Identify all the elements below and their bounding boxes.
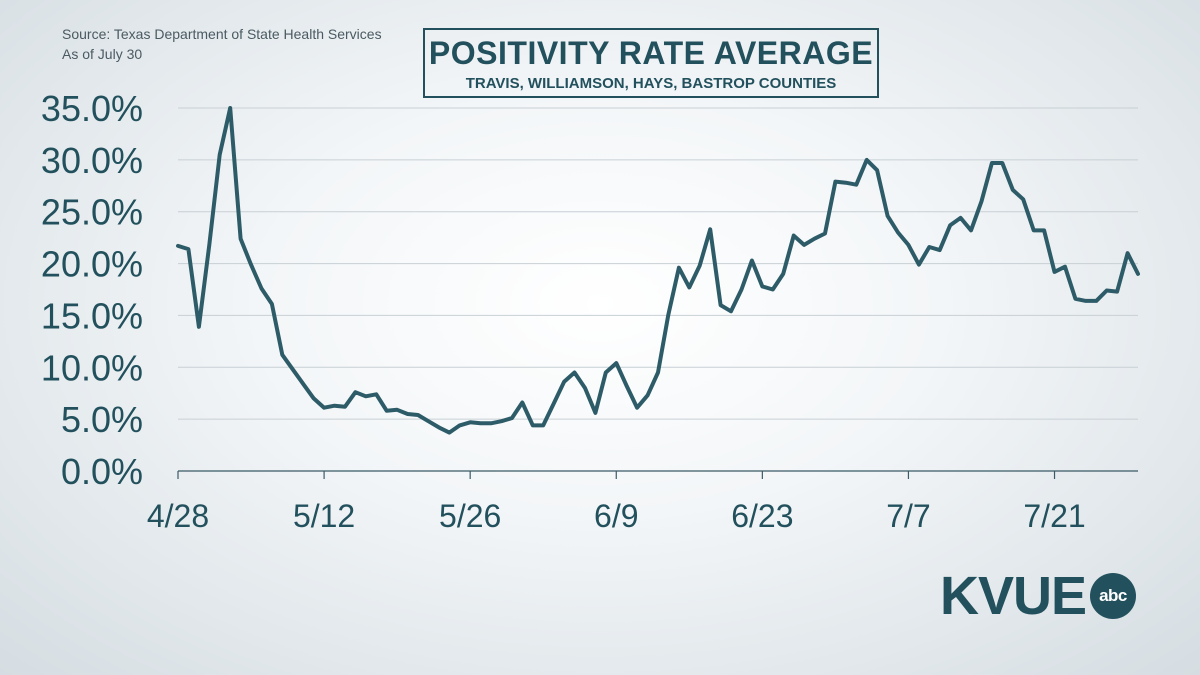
y-tick-label: 5.0% <box>61 399 143 440</box>
x-tick-label: 6/23 <box>731 498 793 534</box>
y-axis-labels: 0.0% 5.0% 10.0% 15.0% 20.0% 25.0% 30.0% 35.0% <box>41 88 143 492</box>
x-tick-label: 6/9 <box>594 498 638 534</box>
as-of-line: As of July 30 <box>62 46 143 62</box>
grid-lines <box>178 107 1138 420</box>
source-line: Source: Texas Department of State Health… <box>62 26 382 42</box>
x-axis-labels: 4/28 5/12 5/26 6/9 6/23 7/7 7/21 <box>147 498 1086 534</box>
chart-subtitle: TRAVIS, WILLIAMSON, HAYS, BASTROP COUNTI… <box>465 75 837 92</box>
chart-title: POSITIVITY RATE AVERAGE <box>428 35 874 71</box>
x-axis <box>177 470 1138 479</box>
positivity-series-line <box>176 106 1140 435</box>
x-tick-label: 5/12 <box>293 498 355 534</box>
y-tick-label: 10.0% <box>41 347 143 388</box>
source-note: Source: Texas Department of State Health… <box>62 24 382 64</box>
abc-badge: abc <box>1090 573 1136 619</box>
y-tick-label: 15.0% <box>41 295 143 336</box>
x-tick-label: 4/28 <box>147 498 209 534</box>
y-tick-label: 35.0% <box>41 88 143 129</box>
x-tick-label: 5/26 <box>439 498 501 534</box>
y-tick-label: 20.0% <box>41 244 143 285</box>
x-tick-label: 7/21 <box>1023 498 1085 534</box>
kvue-logo-text: KVUE <box>940 566 1087 626</box>
y-tick-label: 25.0% <box>41 192 143 233</box>
x-tick-label: 7/7 <box>886 498 930 534</box>
kvue-abc-logo: KVUE abc <box>940 566 1140 626</box>
y-tick-label: 30.0% <box>41 140 143 181</box>
title-box: POSITIVITY RATE AVERAGE TRAVIS, WILLIAMS… <box>423 28 879 98</box>
y-tick-label: 0.0% <box>61 451 143 492</box>
